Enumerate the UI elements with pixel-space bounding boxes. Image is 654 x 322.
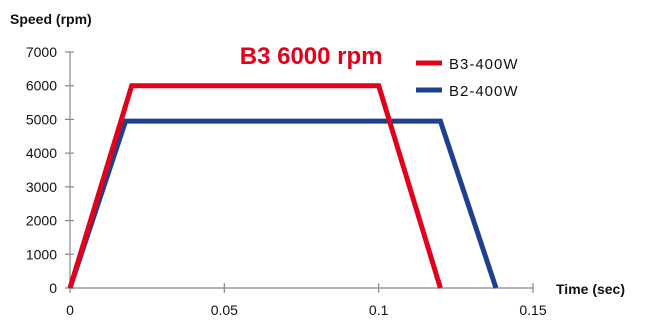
legend-label-b2-400w: B2-400W — [449, 83, 519, 100]
series-layer — [67, 83, 499, 289]
y-tick-label: 5000 — [26, 111, 57, 127]
y-tick-label: 0 — [49, 280, 57, 296]
y-tick-label: 2000 — [26, 213, 57, 229]
x-tick-label: 0.05 — [211, 302, 238, 318]
y-axis-title: Speed (rpm) — [10, 11, 92, 27]
x-tick-label: 0.1 — [369, 302, 389, 318]
x-axis-title: Time (sec) — [556, 281, 625, 297]
y-tick-label: 3000 — [26, 179, 57, 195]
axes: 0 1000 2000 3000 4000 5000 6000 7000 0 0.05 0.1 0.1… — [26, 44, 547, 318]
y-tick-label: 4000 — [26, 145, 57, 161]
y-tick-label: 7000 — [26, 44, 57, 60]
x-tick-label: 0.15 — [519, 302, 546, 318]
y-tick-label: 6000 — [26, 78, 57, 94]
legend: B3-400W B2-400W — [416, 56, 519, 100]
legend-label-b3-400w: B3-400W — [449, 56, 519, 73]
x-tick-label: 0 — [66, 302, 74, 318]
series-line-b3-400w — [67, 83, 443, 289]
y-tick-label: 1000 — [26, 246, 57, 262]
speed-annotation: B3 6000 rpm — [240, 43, 383, 70]
